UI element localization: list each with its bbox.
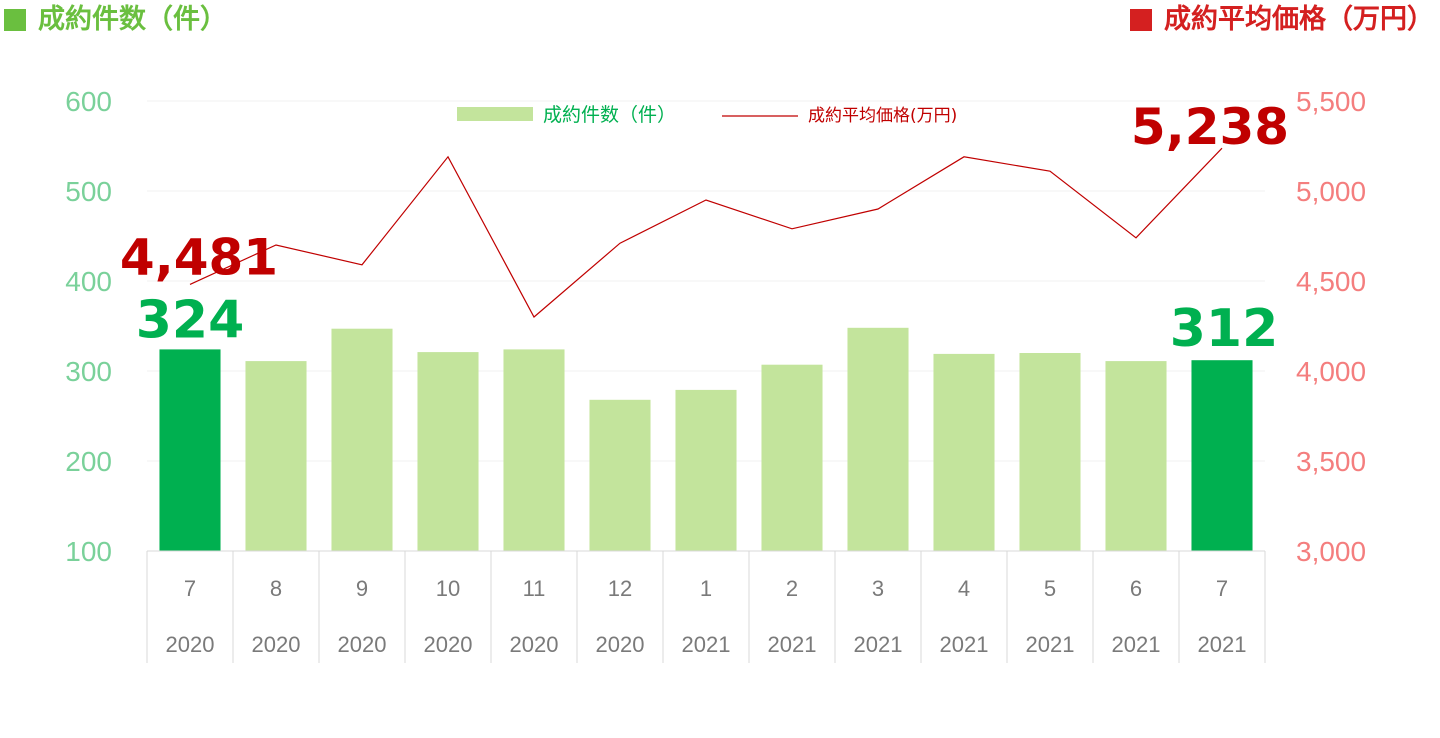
year-label: 2020 <box>596 632 645 657</box>
annotations: 4,481 324 5,238 312 <box>120 98 1289 359</box>
legend-bar-label: 成約件数（件） <box>543 104 676 126</box>
line-last-value-label: 5,238 <box>1131 98 1289 156</box>
legend-line-label: 成約平均価格(万円) <box>808 106 957 126</box>
year-label: 2021 <box>682 632 731 657</box>
bar <box>589 399 651 551</box>
year-label: 2021 <box>1198 632 1247 657</box>
right-axis-title-text: 成約平均価格（万円） <box>1164 4 1434 35</box>
year-label: 2021 <box>854 632 903 657</box>
month-label: 12 <box>608 576 632 601</box>
month-label: 7 <box>184 576 196 601</box>
month-label: 2 <box>786 576 798 601</box>
month-label: 6 <box>1130 576 1142 601</box>
bar <box>331 328 393 551</box>
line-first-value-label: 4,481 <box>120 228 278 286</box>
year-label: 2021 <box>1112 632 1161 657</box>
year-label: 2020 <box>510 632 559 657</box>
right-axis-tick-label: 3,500 <box>1296 446 1366 477</box>
month-label: 8 <box>270 576 282 601</box>
bar <box>761 364 823 551</box>
line-series <box>189 147 1223 318</box>
right-axis-tick-label: 5,500 <box>1296 86 1366 117</box>
bar <box>245 361 307 551</box>
left-axis-tick-label: 300 <box>65 356 112 387</box>
left-axis-tick-label: 500 <box>65 176 112 207</box>
bar <box>159 349 221 551</box>
month-label: 3 <box>872 576 884 601</box>
left-axis-tick-label: 100 <box>65 536 112 567</box>
bar <box>417 352 479 551</box>
month-label: 7 <box>1216 576 1228 601</box>
year-label: 2021 <box>1026 632 1075 657</box>
bar <box>1105 361 1167 551</box>
month-label: 5 <box>1044 576 1056 601</box>
month-label: 9 <box>356 576 368 601</box>
right-axis-tick-label: 5,000 <box>1296 176 1366 207</box>
year-label: 2020 <box>424 632 473 657</box>
bar-last-value-label: 312 <box>1170 299 1279 359</box>
left-axis-tick-label: 600 <box>65 86 112 117</box>
bar-series <box>159 327 1253 551</box>
legend-bar-swatch <box>457 107 533 121</box>
right-axis-tick-label: 4,500 <box>1296 266 1366 297</box>
month-label: 1 <box>700 576 712 601</box>
bar-first-value-label: 324 <box>136 290 245 350</box>
axes: 100 200 300 400 500 600 3,000 3,500 4,000 4,500 5,… <box>65 86 1366 567</box>
month-label: 4 <box>958 576 970 601</box>
left-axis-title: 成約件数（件） <box>4 0 227 40</box>
year-label: 2020 <box>166 632 215 657</box>
right-axis-tick-label: 4,000 <box>1296 356 1366 387</box>
bar <box>1191 360 1253 551</box>
bar <box>675 389 737 551</box>
year-label: 2020 <box>252 632 301 657</box>
bar <box>1019 353 1081 551</box>
month-label: 10 <box>436 576 460 601</box>
bar <box>503 349 565 551</box>
green-square-icon <box>4 9 26 31</box>
year-label: 2021 <box>768 632 817 657</box>
year-label: 2020 <box>338 632 387 657</box>
legend: 成約件数（件） 成約平均価格(万円) <box>457 104 957 126</box>
category-axis: 7 2020 8 2020 9 2020 10 2020 11 2020 12 2020 1 2021 2 2… <box>146 550 1266 663</box>
price-line <box>189 147 1223 318</box>
left-axis-tick-label: 200 <box>65 446 112 477</box>
month-label: 11 <box>523 576 546 601</box>
bar <box>847 327 909 551</box>
right-axis-tick-label: 3,000 <box>1296 536 1366 567</box>
bar <box>933 353 995 551</box>
year-label: 2021 <box>940 632 989 657</box>
left-axis-tick-label: 400 <box>65 266 112 297</box>
right-axis-title: 成約平均価格（万円） <box>1130 0 1434 40</box>
left-axis-title-text: 成約件数（件） <box>38 4 227 35</box>
red-square-icon <box>1130 9 1152 31</box>
